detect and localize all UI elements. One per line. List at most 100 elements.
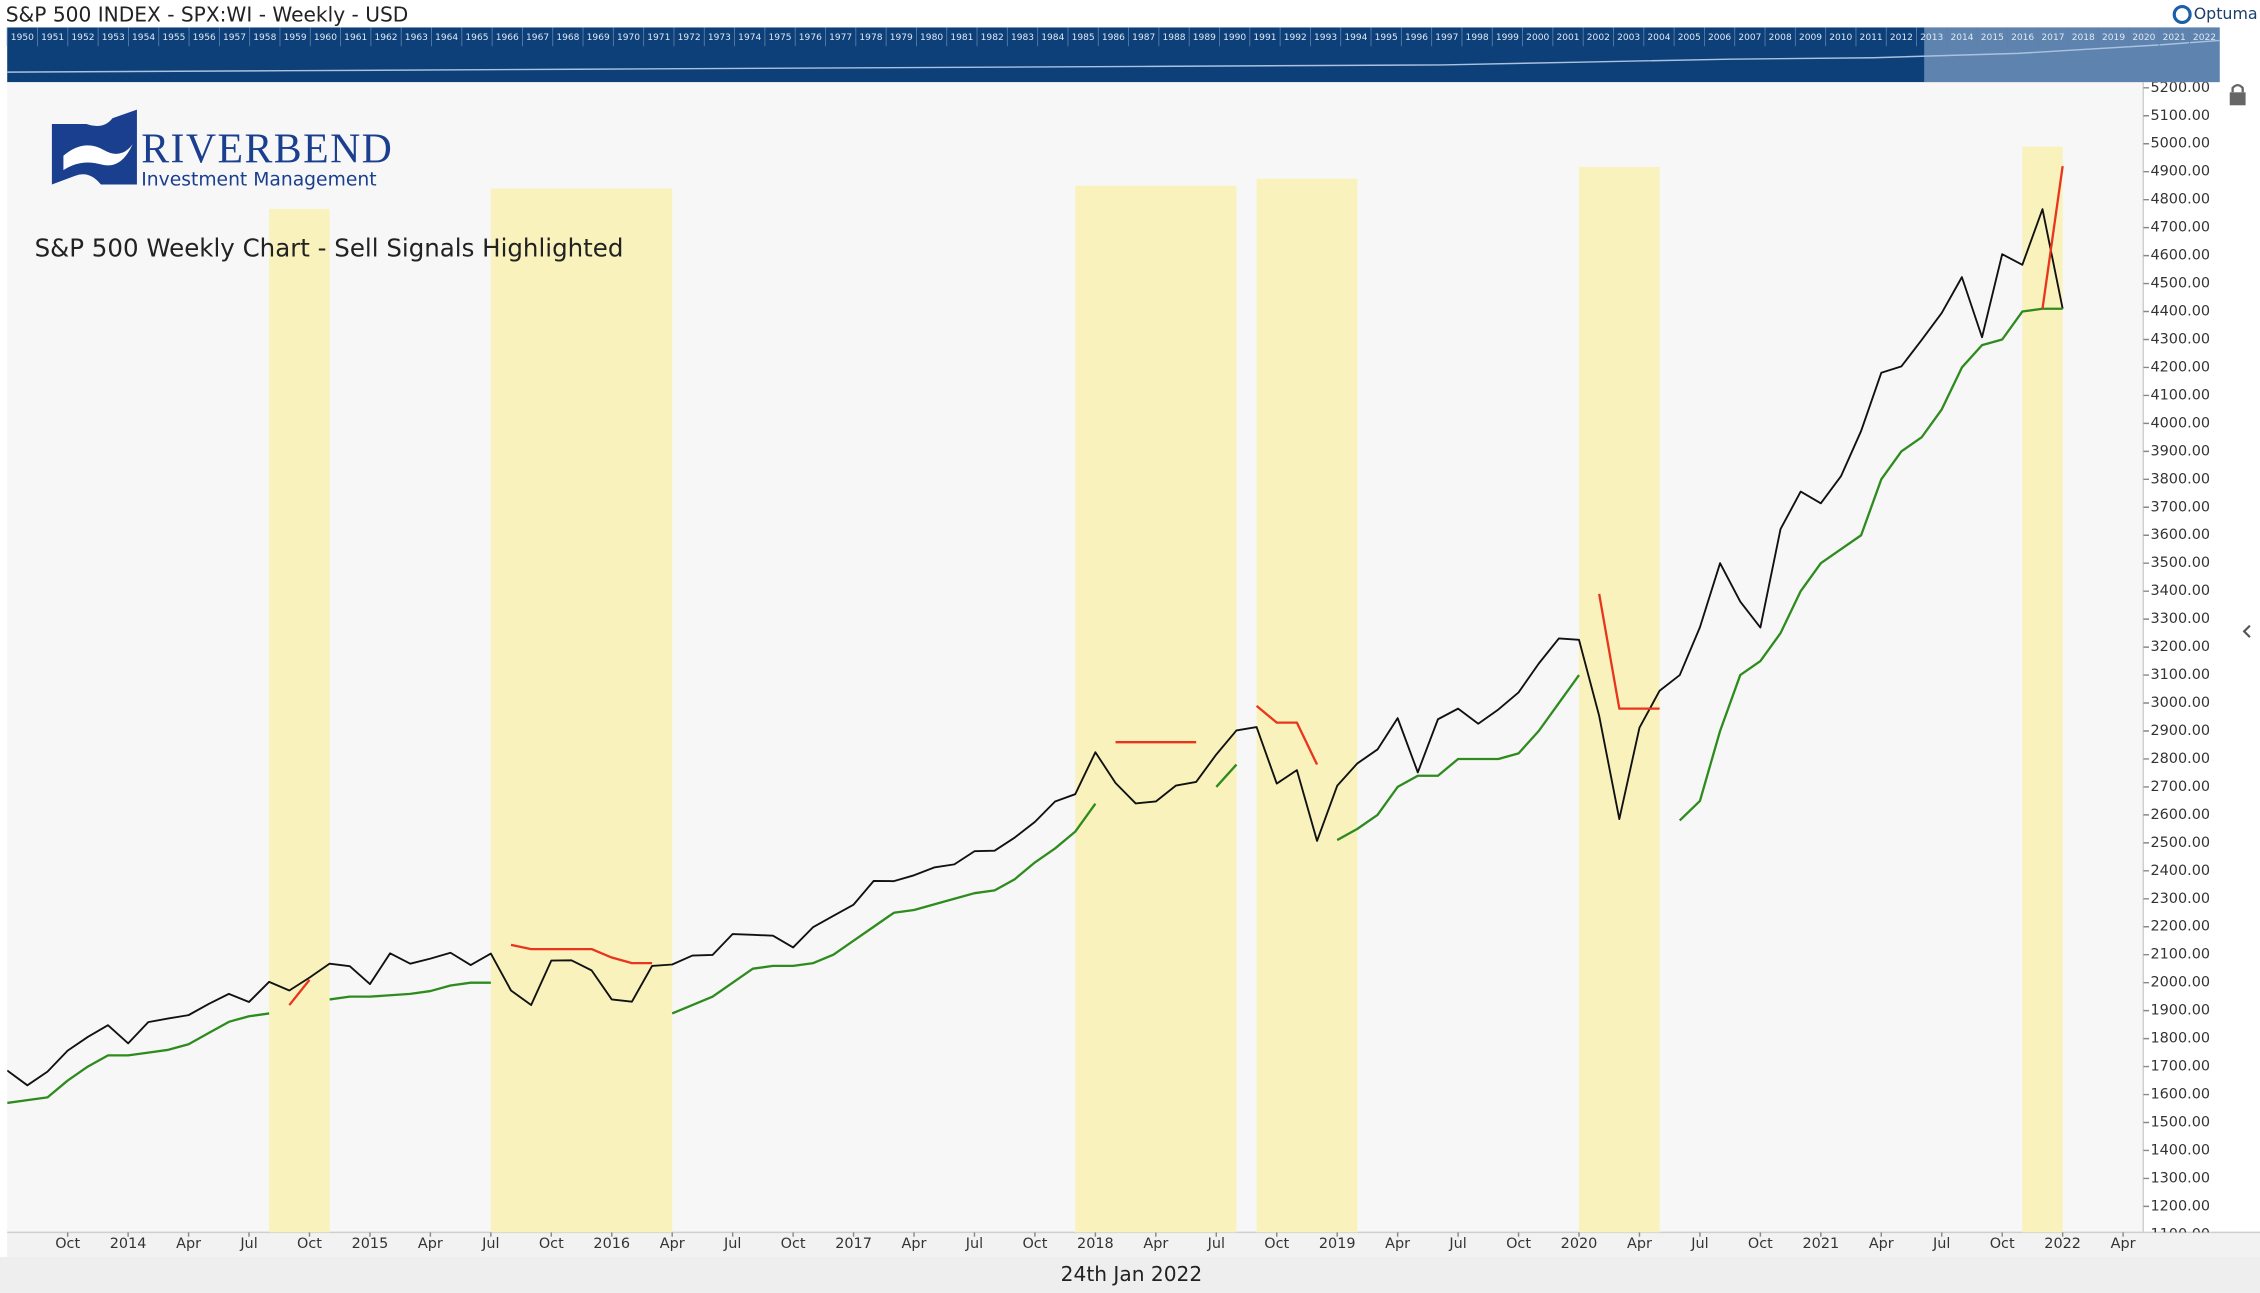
navigator-year: 1964 [435,33,458,43]
y-tick-label: 3500.00 [2150,555,2210,571]
x-tick-label: Jul [481,1236,499,1252]
y-tick-label: 3100.00 [2150,667,2210,683]
y-tick-label: 3800.00 [2150,471,2210,487]
navigator-year: 1988 [1162,33,1185,43]
y-tick-label: 3700.00 [2150,499,2210,515]
navigator-year: 1952 [71,33,94,43]
x-tick-label: 2017 [835,1236,872,1252]
x-tick-label: Oct [539,1236,564,1252]
navigator-year: 1976 [799,33,822,43]
x-tick-label: Apr [2111,1236,2136,1252]
navigator-line [7,39,2220,73]
y-tick-label: 1300.00 [2150,1170,2210,1186]
y-tick-label: 2500.00 [2150,835,2210,851]
x-tick-label: Jul [1690,1236,1708,1252]
y-axis: 1100.00 1200.00 1300.00 1400.00 1500.00 1600.… [2143,80,2210,1242]
navigator-year: 1971 [647,33,670,43]
price-axis [2143,82,2260,1233]
y-tick-label: 4400.00 [2150,304,2210,320]
stop-line [1598,593,1660,710]
navigator-year: 2003 [1617,33,1640,43]
stop-line [1215,763,1238,788]
y-tick-label: 2100.00 [2150,947,2210,963]
navigator[interactable]: 1950 1951 1952 1953 1954 1955 1956 1957 1958 1959… [6,27,2220,83]
navigator-year: 1974 [738,33,761,43]
navigator-year: 2010 [1829,33,1852,43]
y-tick-label: 1200.00 [2150,1198,2210,1214]
y-tick-label: 2300.00 [2150,891,2210,907]
navigator-year: 1993 [1314,33,1337,43]
navigator-year: 1982 [981,33,1004,43]
y-tick-label: 2700.00 [2150,779,2210,795]
footer [0,1256,2260,1293]
navigator-year: 2014 [1950,33,1973,43]
x-tick-label: 2018 [1077,1236,1114,1252]
navigator-year: 1968 [556,33,579,43]
navigator-year: 2000 [1526,33,1549,43]
logo: RIVERBEND Investment Management [51,109,393,191]
y-tick-label: 1600.00 [2150,1087,2210,1103]
navigator-year: 1992 [1284,33,1307,43]
y-tick-label: 2900.00 [2150,723,2210,739]
navigator-year: 2019 [2102,33,2125,43]
navigator-year: 1981 [950,33,973,43]
y-tick-label: 1100.00 [2150,1226,2210,1242]
navigator-year: 2013 [1920,33,1943,43]
y-tick-label: 5200.00 [2150,80,2210,96]
y-tick-label: 1400.00 [2150,1142,2210,1158]
window-title: S&P 500 INDEX - SPX:WI - Weekly - USD [6,2,409,26]
y-tick-label: 4100.00 [2150,387,2210,403]
y-tick-label: 4900.00 [2150,164,2210,180]
navigator-year: 1950 [11,33,34,43]
navigator-band [7,27,2220,83]
x-tick-label: 2014 [110,1236,147,1252]
navigator-year: 2021 [2163,33,2186,43]
y-tick-label: 3200.00 [2150,639,2210,655]
navigator-year: 2016 [2011,33,2034,43]
collapse-arrow[interactable] [2242,624,2251,638]
x-tick-label: Apr [176,1236,201,1252]
y-tick-label: 4500.00 [2150,276,2210,292]
x-tick-label: Apr [1143,1236,1168,1252]
navigator-year: 1985 [1072,33,1095,43]
stop-line [671,803,1097,1015]
logo-name: RIVERBEND [141,126,393,172]
y-tick-label: 3900.00 [2150,443,2210,459]
navigator-year: 1967 [526,33,549,43]
navigator-year: 1991 [1253,33,1276,43]
navigator-year: 1969 [587,33,610,43]
navigator-year: 1989 [1193,33,1216,43]
navigator-year: 1990 [1223,33,1246,43]
x-tick-label: Apr [902,1236,927,1252]
stop-line [2041,165,2064,309]
navigator-year: 2020 [2132,33,2155,43]
stop-line [288,979,311,1006]
x-tick-label: Apr [1869,1236,1894,1252]
x-axis: Oct 2014 Apr Jul Oct 2015 Apr Jul Oct 2016 Apr Jul O… [55,1232,2136,1252]
y-tick-label: 4700.00 [2150,220,2210,236]
logo-wave [63,144,133,171]
navigator-year: 2008 [1769,33,1792,43]
y-tick-label: 1700.00 [2150,1059,2210,1075]
time-axis [7,1232,2260,1257]
y-tick-label: 4300.00 [2150,331,2210,347]
navigator-year: 1970 [617,33,640,43]
navigator-year: 1961 [344,33,367,43]
y-tick-label: 1500.00 [2150,1114,2210,1130]
plot [7,146,2064,1233]
y-tick-label: 2000.00 [2150,975,2210,991]
x-tick-label: 2022 [2044,1236,2081,1252]
navigator-year: 2018 [2072,33,2095,43]
lock-icon[interactable] [2229,83,2246,106]
navigator-year: 1962 [374,33,397,43]
navigator-year: 1997 [1435,33,1458,43]
stop-line [510,943,653,965]
navigator-year: 2015 [1981,33,2004,43]
navigator-year: 1951 [41,33,64,43]
navigator-year: 2007 [1738,33,1761,43]
navigator-year: 1957 [223,33,246,43]
stop-line [7,1012,270,1105]
y-tick-label: 2200.00 [2150,919,2210,935]
stop-line [1255,704,1319,766]
y-tick-label: 5000.00 [2150,136,2210,152]
